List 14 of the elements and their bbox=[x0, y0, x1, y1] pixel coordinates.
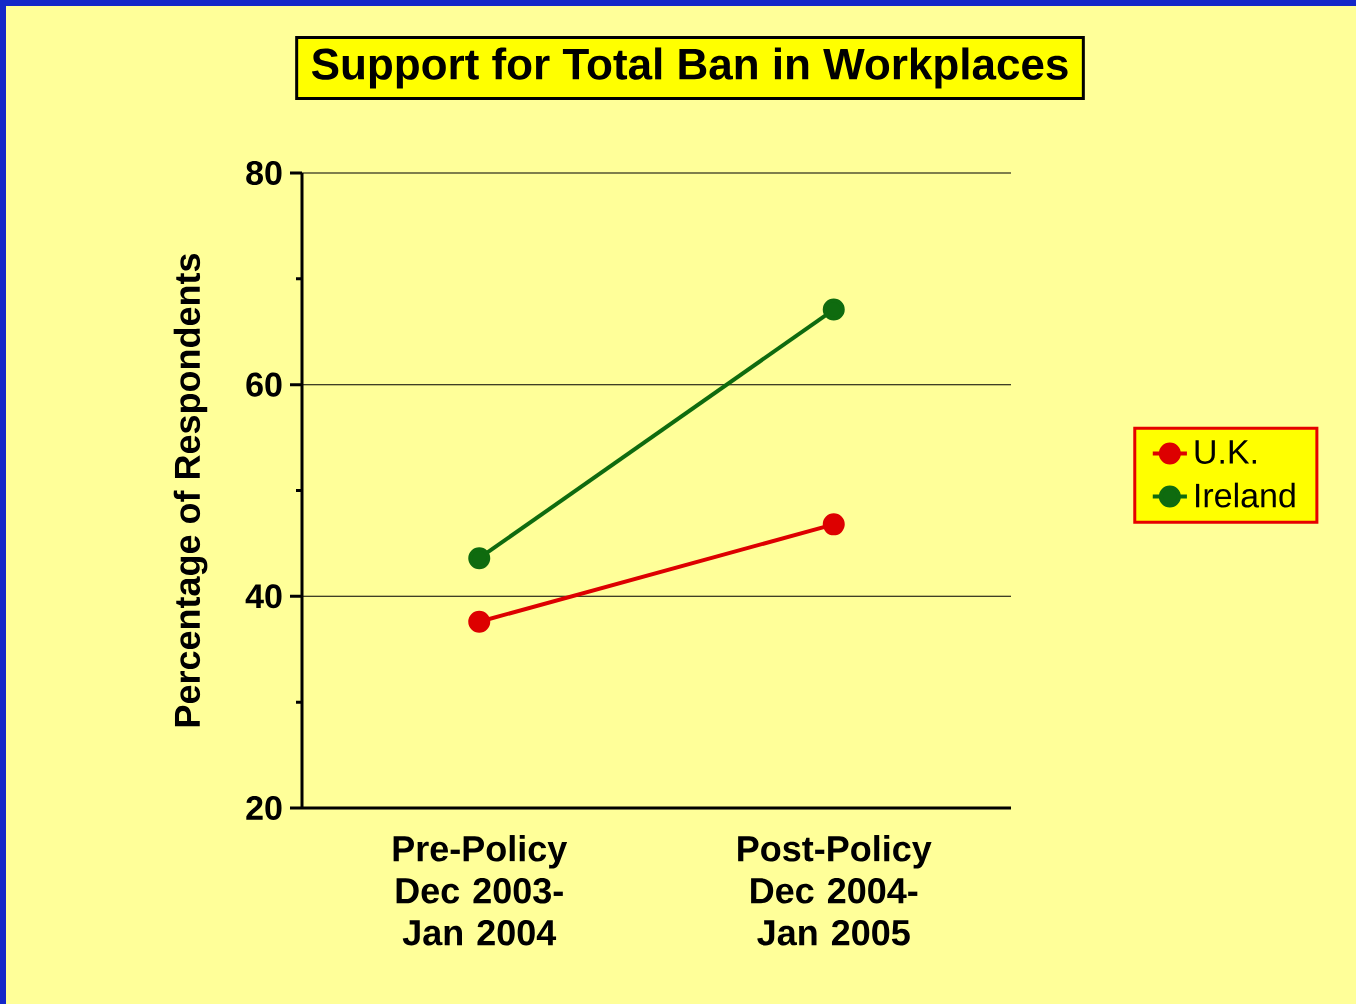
y-axis-title: Percentage of Respondents bbox=[173, 253, 208, 727]
chart-title: Support for Total Ban in Workplaces bbox=[311, 47, 1068, 89]
point bbox=[822, 298, 845, 321]
point bbox=[468, 610, 491, 633]
y-tick-label: 40 bbox=[245, 584, 282, 609]
legend-label: U.K. bbox=[1195, 440, 1256, 464]
y-tick-label: 20 bbox=[246, 795, 282, 821]
x-tick-label: Pre-Policy Dec 2003- Jan 2004 bbox=[393, 835, 568, 946]
y-tick-label: 60 bbox=[246, 372, 282, 397]
legend-label: Ireland bbox=[1196, 482, 1295, 508]
x-tick-label: Post-Policy Dec 2004- Jan 2005 bbox=[738, 835, 932, 946]
y-tick-label: 80 bbox=[246, 160, 282, 186]
point bbox=[468, 547, 491, 570]
point bbox=[822, 513, 845, 536]
